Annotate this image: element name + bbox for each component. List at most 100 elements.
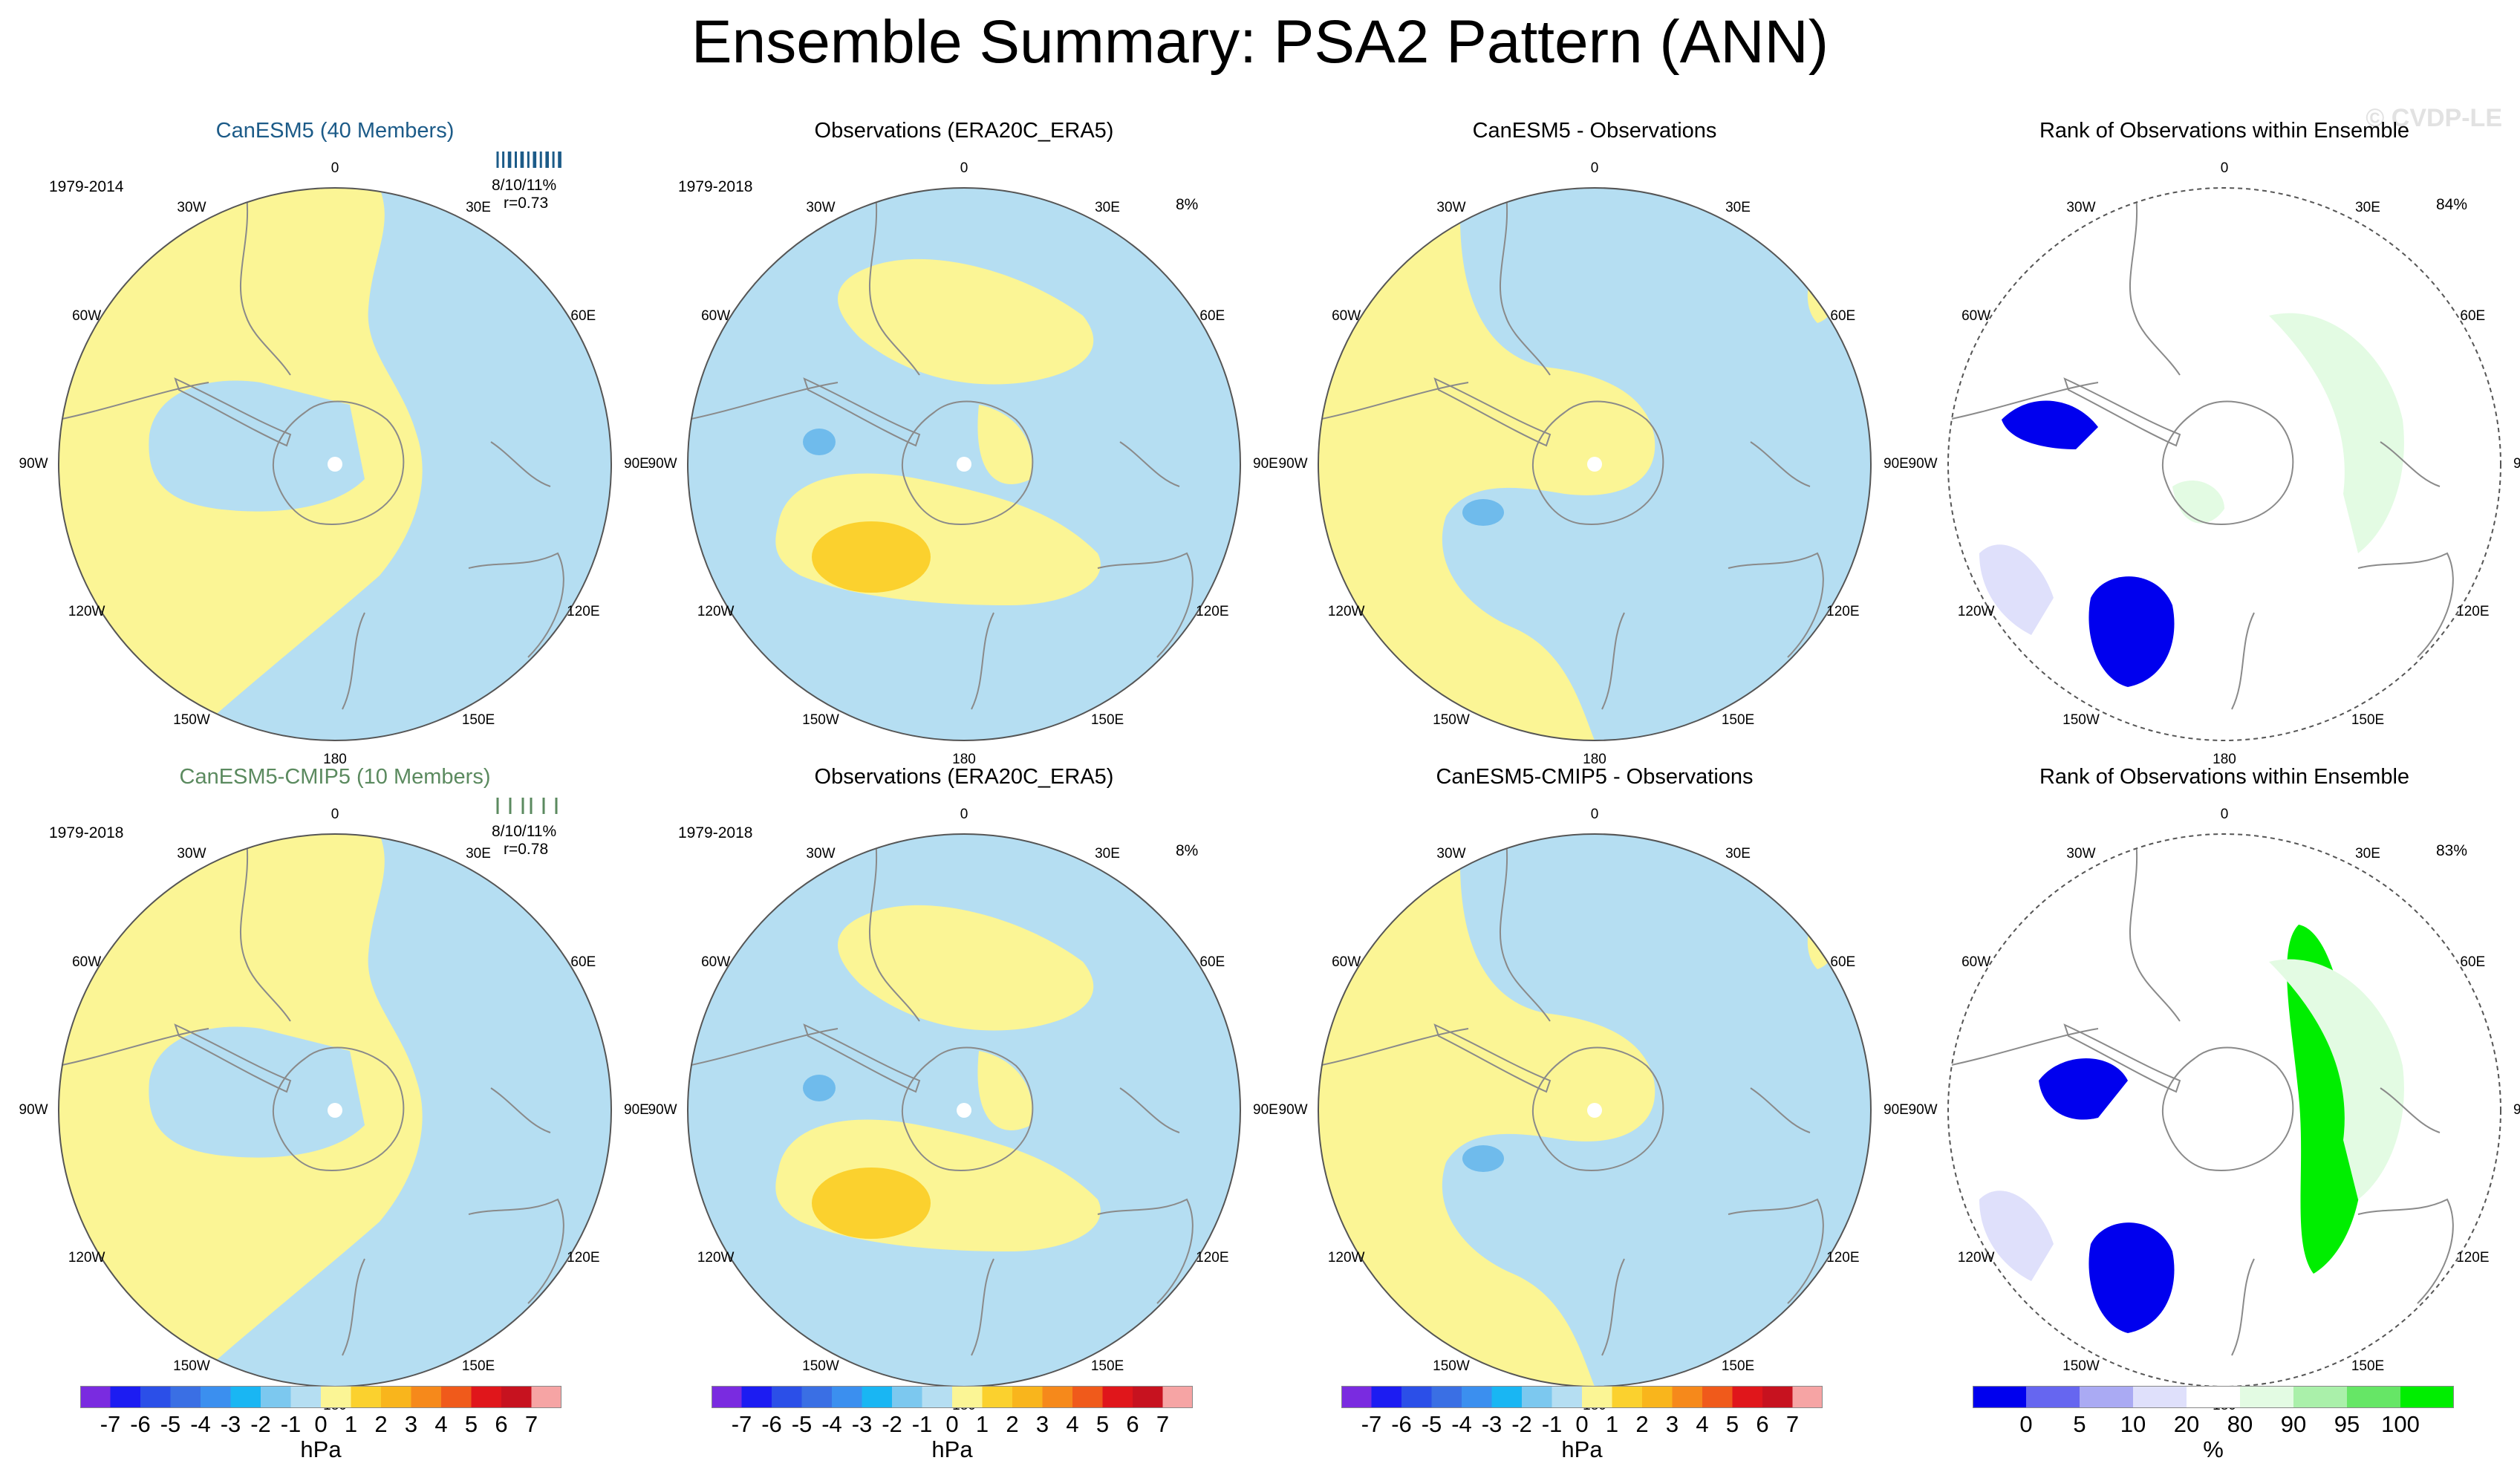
map-panel: CanESM5-CMIP5 - Observations 0 30E 60E 90E 12… [1279,765,1909,1413]
colorbar-swatch [2293,1386,2348,1408]
longitude-label: 60W [701,954,731,970]
colorbar-tick-label: 5 [464,1411,478,1437]
colorbar-swatch [1642,1386,1673,1408]
longitude-label: 60E [1199,954,1225,970]
colorbar-frame [1973,1386,2454,1408]
colorbar-swatch [1732,1386,1763,1408]
colorbar-tick-label: -3 [1481,1411,1502,1437]
colorbar-tick-label: 20 [2173,1411,2200,1437]
colorbar-tick-label: -2 [1511,1411,1532,1437]
continent-coastline [869,834,920,1022]
percentile-label: 8% [1176,842,1199,859]
colorbar-tick-label: 10 [2120,1411,2146,1437]
longitude-label: 60E [2460,954,2486,970]
longitude-label: 30W [2066,200,2096,216]
colorbar-swatch [441,1386,472,1408]
colorbar-tick-label: -1 [280,1411,302,1437]
south-pole-marker [1587,457,1602,472]
colorbar-tick-label: 6 [1126,1411,1139,1437]
colorbar-tick-label: 5 [1095,1411,1110,1437]
antarctica-coastline [901,1046,1034,1171]
longitude-label: 150W [2062,1358,2100,1374]
rank-low-region [2088,576,2175,687]
longitude-label: 90E [1884,1102,1909,1118]
rank-mid-region [1979,1191,2054,1281]
longitude-label: 30E [466,846,491,862]
colorbar-swatch [1462,1386,1492,1408]
antarctica-coastline [901,400,1034,525]
colorbar-swatch [982,1386,1013,1408]
longitude-label: 150E [461,711,495,728]
continent-coastline [2231,1258,2255,1356]
longitude-label: 0 [2220,807,2229,822]
longitude-label: 60W [1961,308,1991,324]
colorbar-swatch [1401,1386,1432,1408]
longitude-label: 60E [1199,308,1225,324]
longitude-label: 120W [1957,604,1995,619]
colorbar-tick-label: 6 [495,1411,508,1437]
colorbar-swatch [80,1386,111,1408]
percentile-label: 8% [1176,196,1199,213]
longitude-label: 150E [2351,1358,2385,1374]
colorbar-swatch [772,1386,802,1408]
rank-mid-region [1979,544,2054,635]
colorbar-swatch [1371,1386,1402,1408]
continent-coastline [2380,441,2441,487]
colorbar-swatch [712,1386,742,1408]
longitude-label: 30E [2355,200,2380,216]
map-border [58,187,612,741]
colorbar-ticks: -7 -6 -5 -4 -3 -2 -1 0 1 2 3 4 5 6 7 [1341,1411,1823,1441]
continent-coastline [59,382,209,420]
longitude-label: 90W [1278,1102,1308,1118]
colorbar-swatch [1672,1386,1703,1408]
continent-coastline [2129,188,2181,376]
longitude-label: 180 [1583,752,1606,767]
colorbar-tick-label: -3 [220,1411,241,1437]
map-panel: CanESM5-CMIP5 (10 Members) 1979-2018 8/10/… [19,765,649,1413]
colorbar-tick-label: -2 [250,1411,271,1437]
longitude-label: 60E [2460,308,2486,324]
panel-title: Rank of Observations within Ensemble [2039,119,2410,143]
continent-coastline [1728,1198,1824,1304]
colorbar-tick-label: -7 [1361,1411,1382,1437]
longitude-label: 180 [2213,752,2236,767]
pressure-strong-negative-core [1462,1145,1504,1172]
longitude-label: 0 [1590,807,1599,822]
longitude-label: 60W [1332,954,1361,970]
colorbar-tick-label: 2 [1635,1411,1649,1437]
longitude-label: 30W [1436,200,1466,216]
pressure-negative-region [149,380,365,512]
panel-title: Observations (ERA20C_ERA5) [814,765,1114,789]
colorbar-swatch [1792,1386,1823,1408]
colorbar-swatch [2133,1386,2187,1408]
colorbar-unit: hPa [1561,1436,1603,1462]
colorbar-tick-label: 0 [1575,1411,1589,1437]
colorbar-swatch [1102,1386,1133,1408]
longitude-label: 0 [331,160,339,176]
longitude-label: 120E [1826,1250,1860,1266]
map-panel: Observations (ERA20C_ERA5) 1979-2018 8% 0 30… [648,765,1278,1413]
longitude-label: 150W [1433,711,1470,728]
longitude-label: 30E [466,200,491,216]
pattern-correlation-label: r=0.73 [504,195,549,212]
longitude-label: 90E [1253,456,1278,472]
longitude-label: 120E [1196,604,1229,619]
colorbar-swatch [1552,1386,1583,1408]
colorbar-swatch [261,1386,291,1408]
longitude-label: 90E [624,1102,649,1118]
colorbar-tick-label: 95 [2334,1411,2360,1437]
colorbar-tick-label: -1 [911,1411,933,1437]
antarctic-peninsula-coastline [2063,1023,2181,1093]
longitude-label: 150E [461,1358,495,1374]
colorbar-swatch [531,1386,561,1408]
continent-coastline [1948,1028,2099,1066]
colorbar-tick-label: -3 [851,1411,873,1437]
pressure-strong-negative-core [803,429,836,455]
longitude-label: 180 [323,752,347,767]
longitude-label: 60E [1830,954,1856,970]
colorbar-tick-label: -4 [190,1411,211,1437]
colorbar-tick-label: 0 [2019,1411,2033,1437]
colorbar-tick-label: -6 [761,1411,782,1437]
longitude-label: 120E [1196,1250,1229,1266]
longitude-label: 60E [570,954,596,970]
